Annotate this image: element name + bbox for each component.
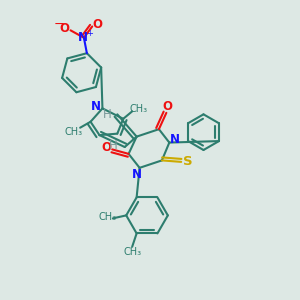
Text: S: S: [183, 155, 193, 168]
Text: H: H: [103, 108, 111, 121]
Text: CH₃: CH₃: [130, 104, 148, 114]
Text: −: −: [54, 18, 65, 31]
Text: H: H: [109, 139, 118, 152]
Text: N: N: [77, 31, 87, 44]
Text: +: +: [86, 29, 93, 38]
Text: CH₃: CH₃: [124, 247, 142, 257]
Text: N: N: [91, 100, 101, 112]
Text: O: O: [101, 140, 111, 154]
Text: CH₃: CH₃: [98, 212, 117, 222]
Text: O: O: [60, 22, 70, 35]
Text: N: N: [170, 133, 180, 146]
Text: CH₃: CH₃: [64, 127, 83, 137]
Text: N: N: [132, 168, 142, 181]
Text: O: O: [93, 19, 103, 32]
Text: O: O: [163, 100, 173, 113]
